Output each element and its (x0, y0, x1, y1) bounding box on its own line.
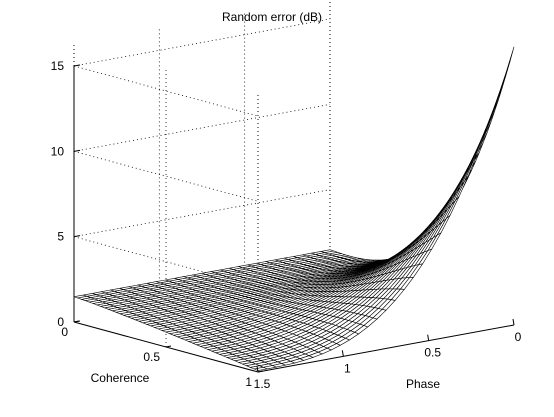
y-tick-mark (341, 350, 344, 357)
y-tick-label: 1 (344, 361, 351, 375)
y-tick-label: 0.5 (424, 346, 441, 360)
x-axis-label: Coherence (91, 371, 150, 385)
grid-lines (73, 0, 331, 372)
y-axis-line (257, 324, 515, 373)
z-tick-label: 0 (57, 315, 64, 329)
x-tick-mark (165, 345, 172, 348)
z-tick-mark (73, 235, 81, 238)
y-axis-label: Phase (406, 377, 440, 391)
z-tick-mark (73, 149, 81, 152)
surface-cell (482, 103, 496, 139)
x-tick-mark (257, 370, 264, 373)
z-tick-mark (73, 64, 81, 67)
grid-line-right-wall-z (73, 189, 331, 238)
z-tick-label: 10 (51, 144, 65, 158)
x-tick-mark (73, 320, 80, 323)
chart-title: Random error (dB) (222, 10, 322, 24)
axes (73, 64, 515, 373)
y-tick-label: 0 (515, 330, 522, 344)
x-tick-label: 0.5 (143, 350, 160, 364)
x-tick-label: 0 (61, 325, 68, 339)
y-tick-mark (256, 365, 259, 373)
surface-mesh (73, 46, 515, 371)
grid-line-right-wall-z (73, 18, 331, 67)
surface-cell (473, 129, 487, 161)
y-tick-mark (512, 318, 515, 326)
y-tick-mark (427, 334, 430, 341)
x-tick-label: 1 (245, 375, 252, 389)
grid-line-right-wall-z (73, 103, 331, 152)
surface-cell (464, 153, 478, 182)
z-tick-label: 15 (51, 59, 65, 73)
z-tick-label: 5 (57, 230, 64, 244)
y-tick-label: 1.5 (254, 377, 271, 391)
